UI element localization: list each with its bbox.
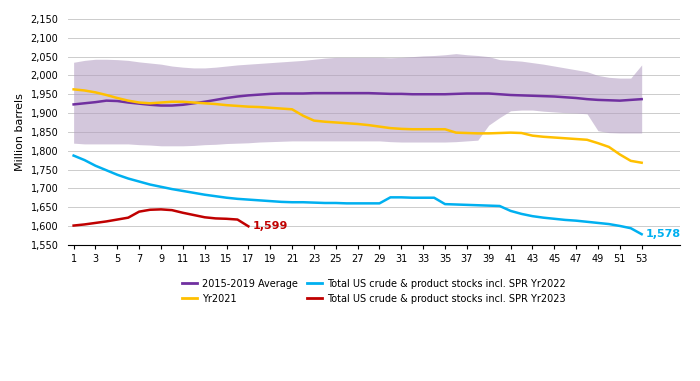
- Text: 1,599: 1,599: [253, 221, 288, 231]
- Y-axis label: Million barrels: Million barrels: [15, 93, 25, 171]
- Text: 1,578: 1,578: [646, 229, 681, 239]
- Legend: 2015-2019 Average, Yr2021, Total US crude & product stocks incl. SPR Yr2022, Tot: 2015-2019 Average, Yr2021, Total US crud…: [178, 275, 570, 307]
